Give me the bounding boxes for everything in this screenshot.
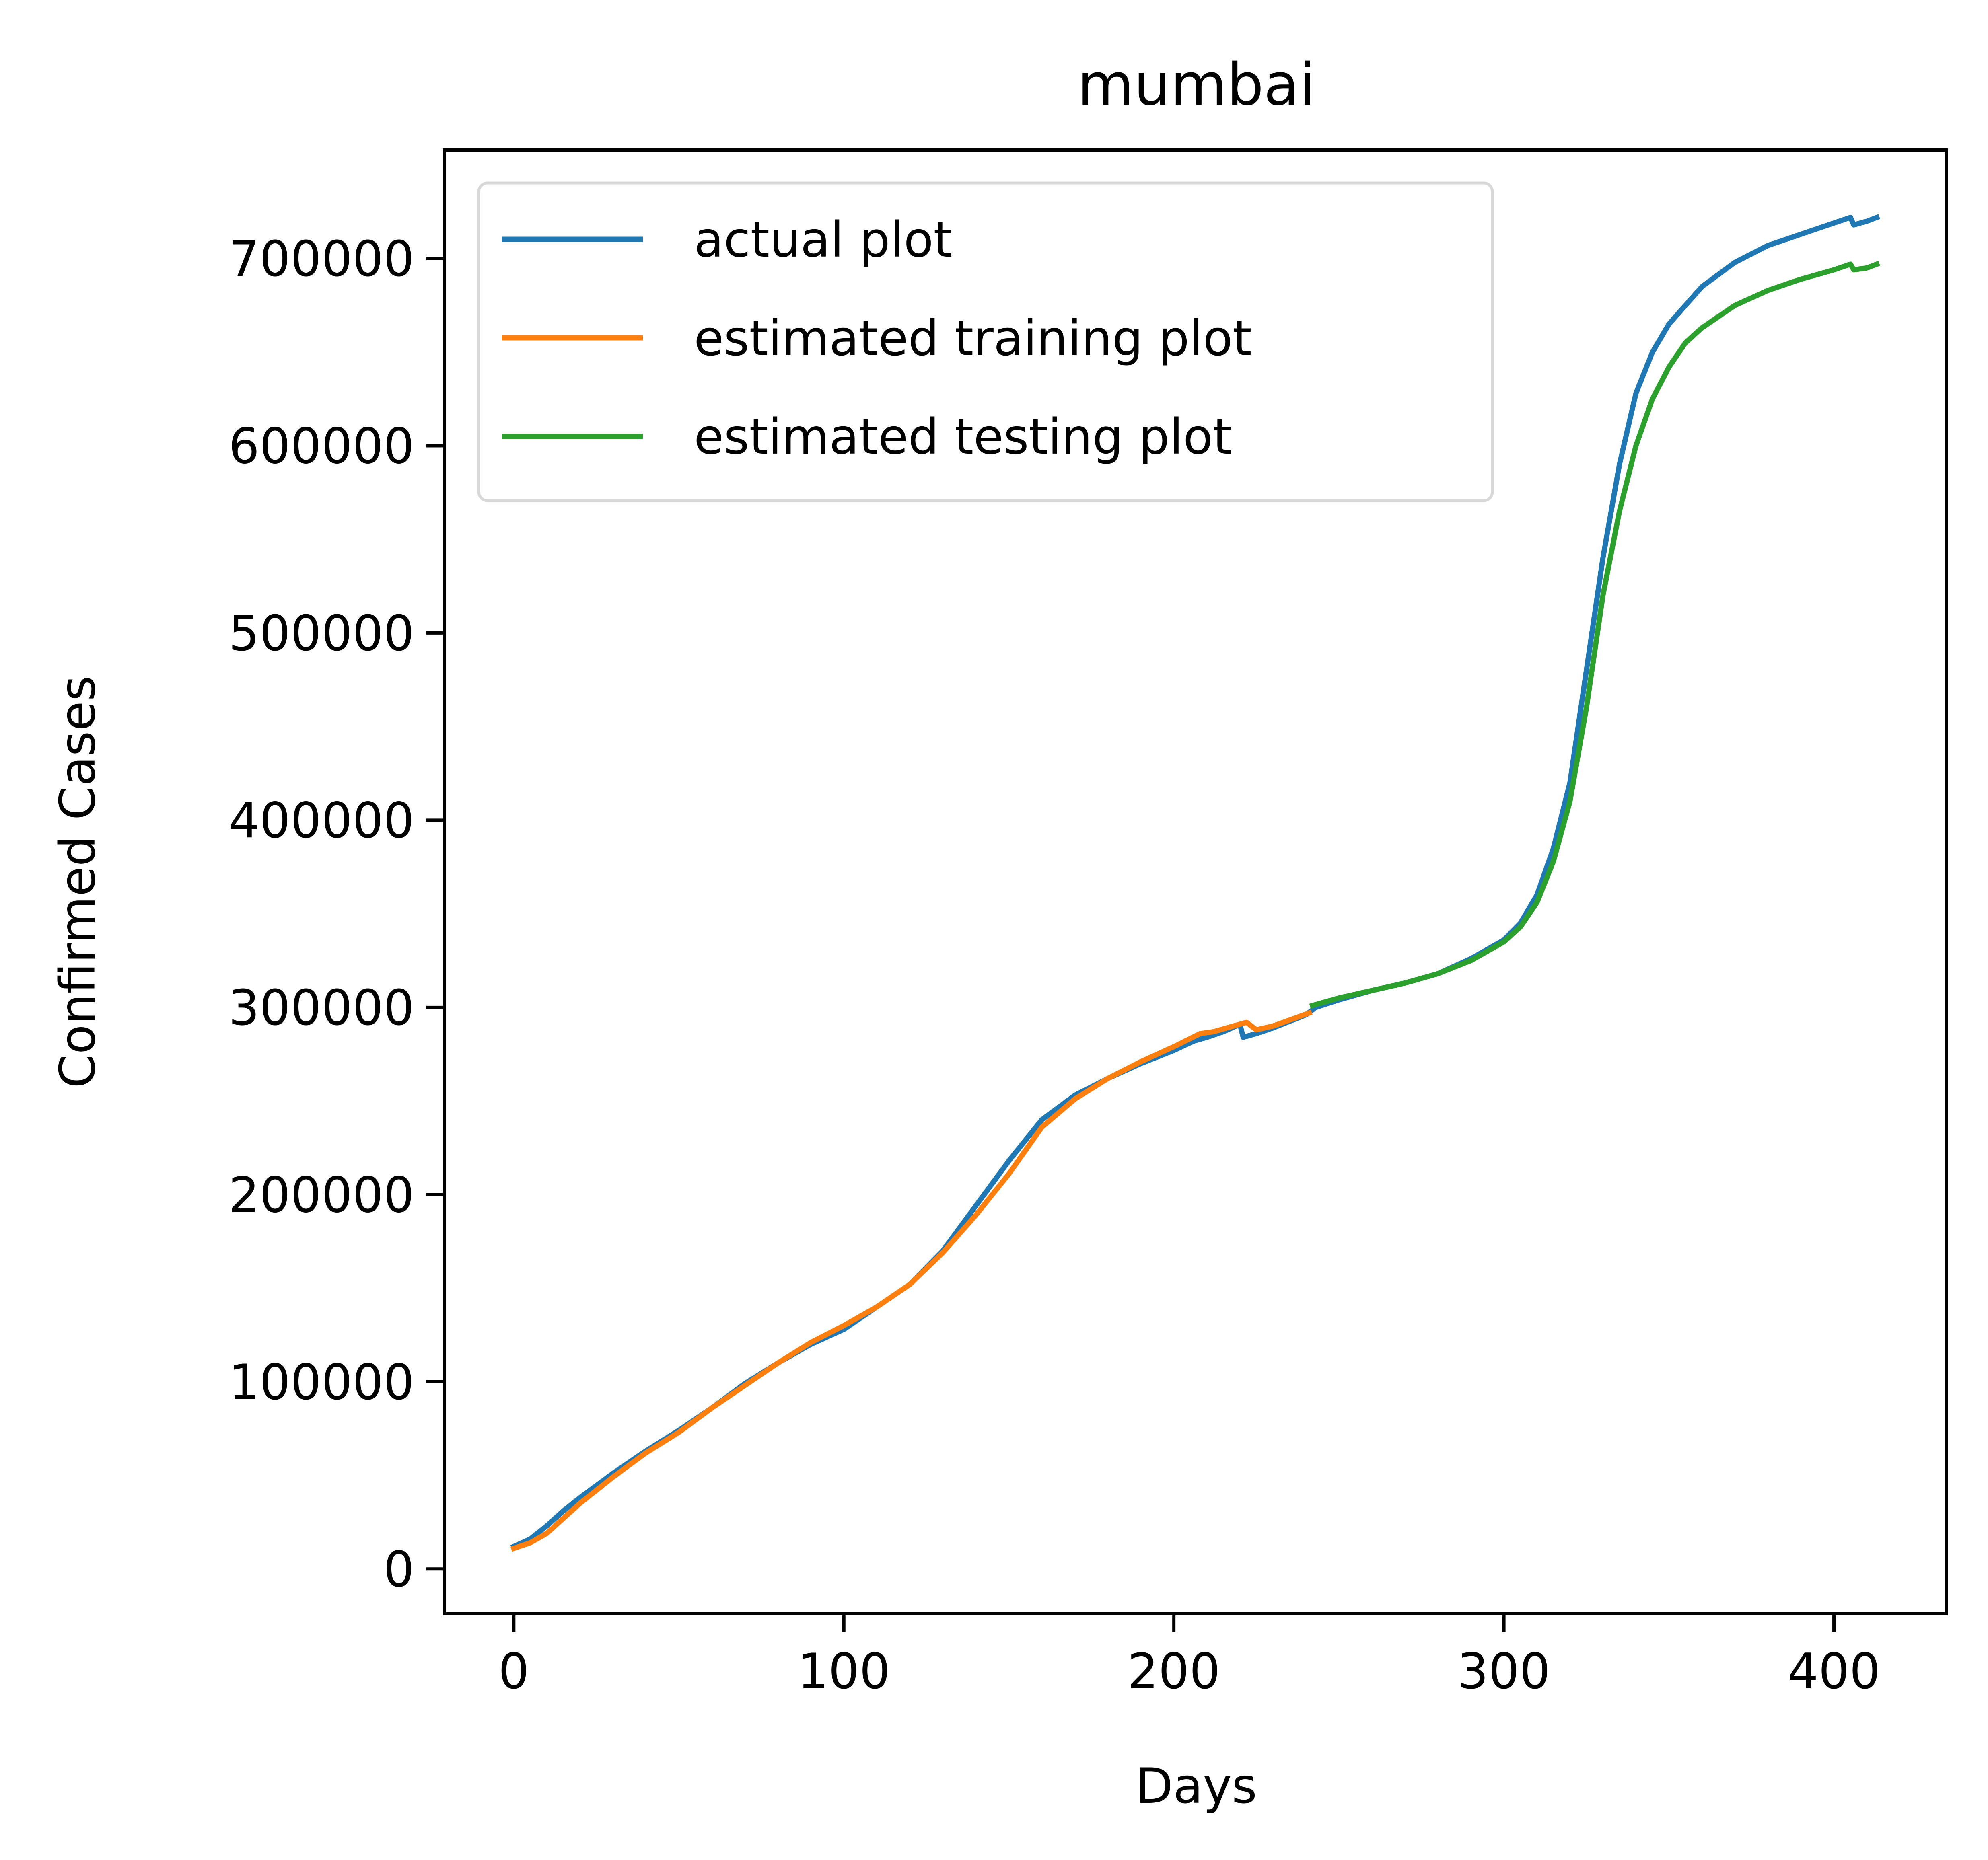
y-tick-label: 600000 — [228, 418, 414, 475]
y-tick-label: 400000 — [228, 792, 414, 849]
x-axis-label: Days — [1136, 1758, 1257, 1815]
chart-title: mumbai — [1077, 51, 1315, 118]
series-line-2 — [510, 1009, 1313, 1552]
y-tick-label: 200000 — [228, 1167, 414, 1223]
y-tick-label: 0 — [383, 1541, 414, 1598]
legend-label-1: actual plot — [694, 212, 953, 268]
series-line-3 — [1309, 261, 1881, 1009]
y-axis-label: Confirmed Cases — [49, 676, 106, 1088]
y-tick-label: 100000 — [228, 1354, 414, 1411]
x-tick-label: 0 — [498, 1643, 529, 1700]
series-layer — [510, 214, 1881, 1552]
x-tick-label: 300 — [1457, 1643, 1550, 1700]
y-tick-label: 500000 — [228, 605, 414, 662]
y-axis: 0 100000 200000 300000 400000 500000 600000 700… — [228, 231, 445, 1598]
y-tick-label: 700000 — [228, 231, 414, 288]
legend: actual plot estimated training plot estima… — [477, 181, 1494, 502]
x-tick-label: 400 — [1788, 1643, 1881, 1700]
legend-label-3: estimated testing plot — [694, 409, 1232, 465]
y-tick-label: 300000 — [228, 980, 414, 1036]
legend-label-2: estimated training plot — [694, 310, 1252, 367]
plot-frame — [443, 148, 1948, 1615]
x-tick-label: 200 — [1128, 1643, 1220, 1700]
x-axis: 0 100 200 300 400 — [498, 1614, 1881, 1700]
legend-box — [477, 181, 1494, 502]
x-tick-label: 100 — [797, 1643, 890, 1700]
